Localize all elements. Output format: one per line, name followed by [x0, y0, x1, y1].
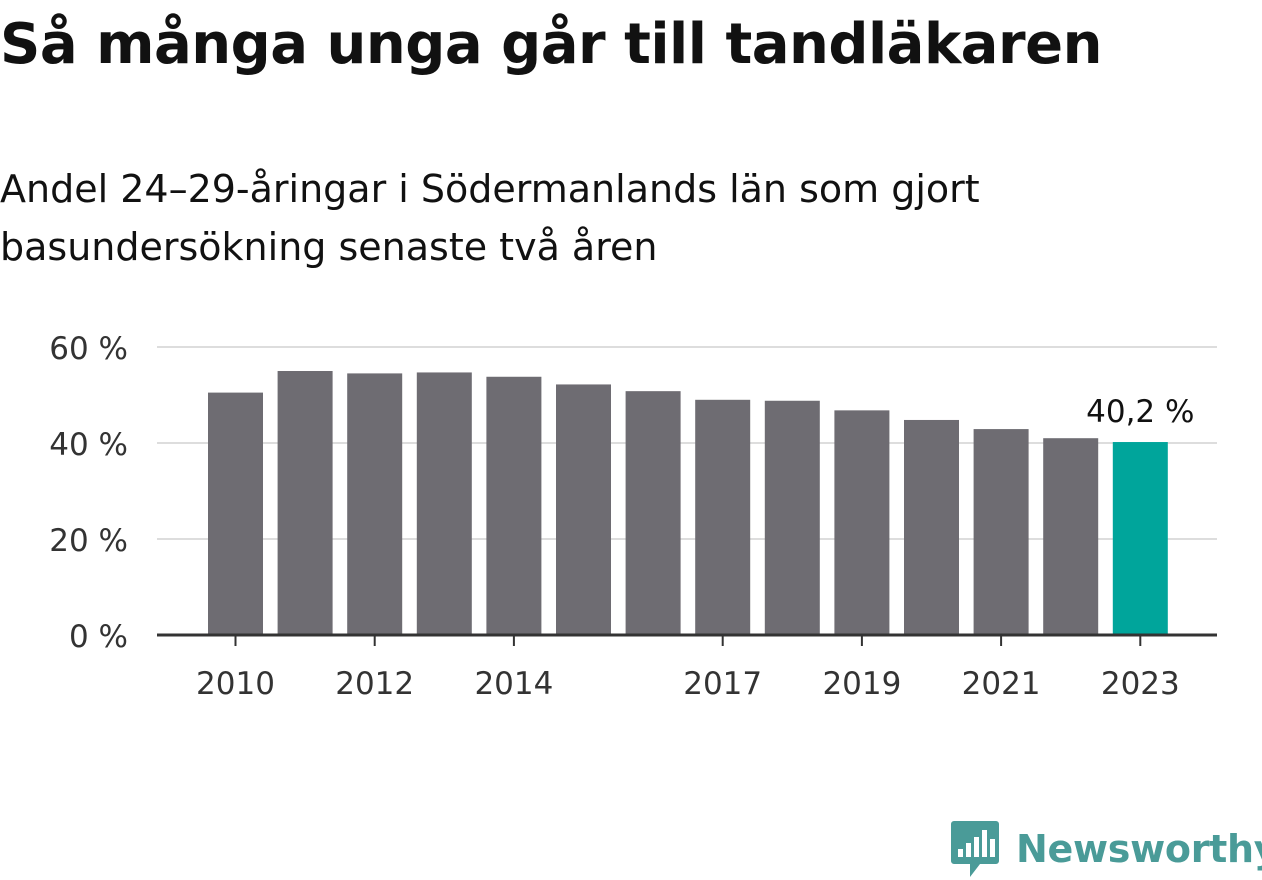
x-tick-label: 2021 — [962, 666, 1041, 702]
logo-text: Newsworthy — [1016, 827, 1262, 871]
bar-2022 — [1043, 438, 1099, 635]
bar-2014 — [486, 376, 542, 635]
y-axis-ticks: 0 % 20 % 40 % 60 % — [49, 331, 128, 655]
newsworthy-logo: Newsworthy — [950, 818, 1262, 880]
bar-2016 — [625, 391, 681, 635]
x-tick-label: 2019 — [822, 666, 901, 702]
newsworthy-chart-icon — [951, 821, 999, 877]
y-tick-label: 20 % — [49, 523, 128, 559]
bar-2023 — [1112, 442, 1168, 635]
bar-2019 — [834, 410, 890, 635]
bar-2017 — [695, 399, 751, 635]
chart-subtitle: Andel 24–29-åringar i Södermanlands län … — [0, 167, 980, 269]
bar-2020 — [904, 419, 959, 635]
x-tick-label: 2017 — [683, 666, 762, 702]
y-tick-label: 60 % — [49, 331, 128, 367]
chart-title: Så många unga går till tandläkaren — [0, 12, 1102, 77]
x-axis-ticks: 2010 2012 2014 2017 2019 2021 2023 — [196, 635, 1180, 702]
highlight-data-label: 40,2 % — [1086, 394, 1194, 430]
x-tick-label: 2023 — [1101, 666, 1180, 702]
x-tick-label: 2010 — [196, 666, 275, 702]
x-tick-label: 2014 — [474, 666, 553, 702]
data-labels: 40,2 % — [1086, 394, 1194, 430]
y-tick-label: 0 % — [69, 619, 128, 655]
bar-2021 — [973, 429, 1029, 635]
bar-2018 — [764, 400, 820, 635]
bar-2012 — [347, 373, 403, 635]
bar-2013 — [416, 372, 472, 635]
x-tick-label: 2012 — [335, 666, 414, 702]
bar-2015 — [556, 384, 611, 635]
bar-2011 — [277, 371, 333, 635]
bar-2010 — [208, 392, 263, 635]
gridlines — [157, 346, 1217, 540]
bars — [208, 371, 1168, 635]
y-tick-label: 40 % — [49, 427, 128, 463]
